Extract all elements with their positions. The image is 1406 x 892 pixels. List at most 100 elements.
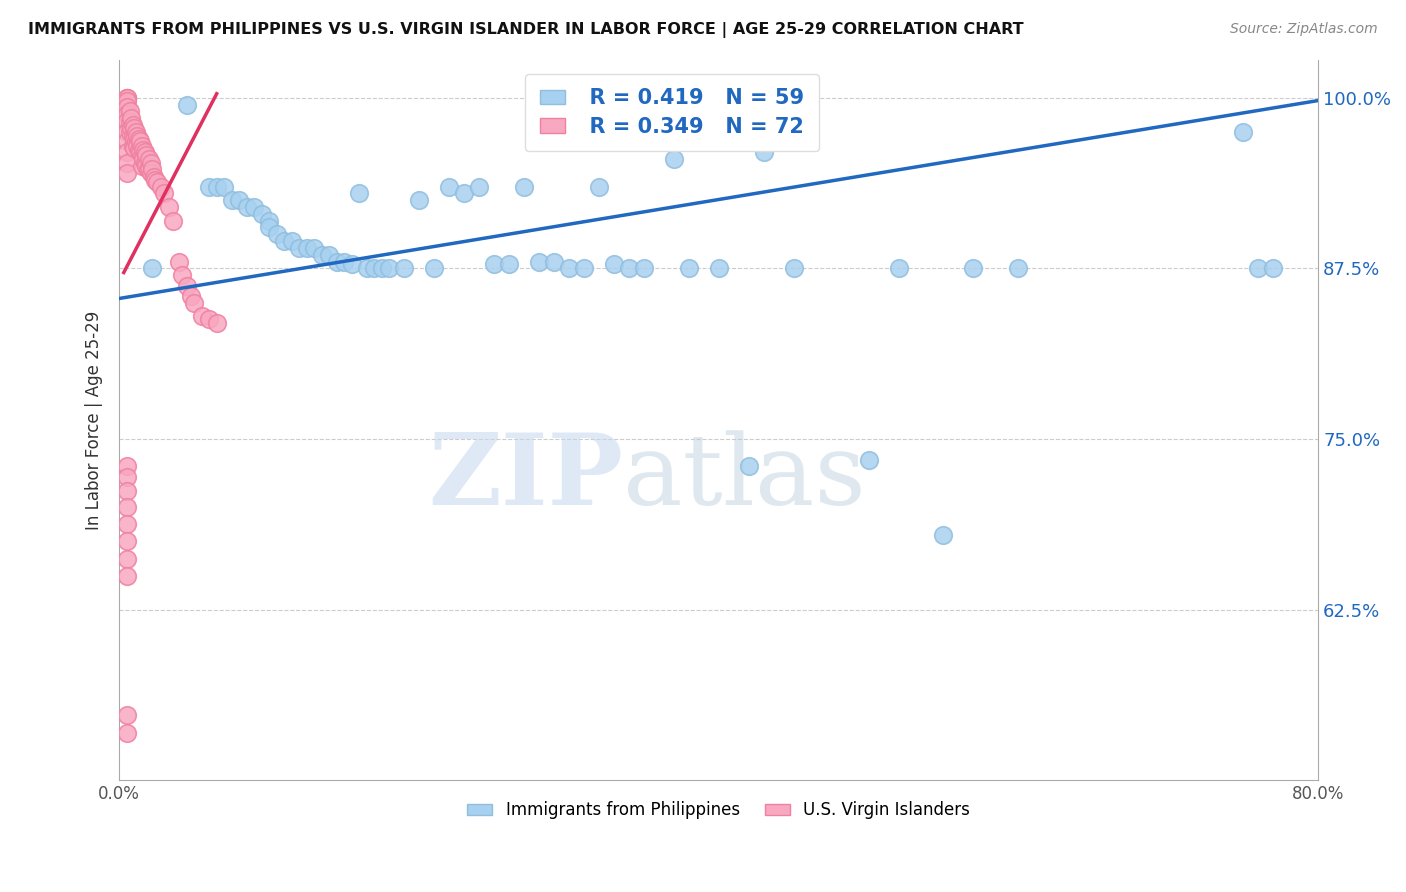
Point xyxy=(153,186,176,201)
Point xyxy=(266,227,288,242)
Point xyxy=(129,145,152,160)
Point xyxy=(887,261,910,276)
Point xyxy=(125,125,148,139)
Point xyxy=(128,132,150,146)
Point xyxy=(633,261,655,276)
Point xyxy=(115,534,138,549)
Point xyxy=(737,459,759,474)
Point xyxy=(136,161,159,176)
Point xyxy=(118,125,141,139)
Point xyxy=(115,145,138,160)
Point xyxy=(205,316,228,330)
Point xyxy=(678,261,700,276)
Point xyxy=(482,257,505,271)
Point xyxy=(180,289,202,303)
Point xyxy=(125,135,148,149)
Point xyxy=(129,135,152,149)
Point xyxy=(311,248,333,262)
Point xyxy=(132,143,155,157)
Point xyxy=(318,248,340,262)
Point xyxy=(498,257,520,271)
Point xyxy=(128,143,150,157)
Point xyxy=(370,261,392,276)
Point xyxy=(221,193,243,207)
Point xyxy=(198,312,221,326)
Point xyxy=(115,459,138,474)
Point xyxy=(120,120,142,135)
Point xyxy=(468,179,491,194)
Point xyxy=(423,261,446,276)
Point xyxy=(115,91,138,105)
Text: atlas: atlas xyxy=(623,430,866,525)
Point xyxy=(437,179,460,194)
Point xyxy=(118,104,141,119)
Point xyxy=(617,261,640,276)
Text: ZIP: ZIP xyxy=(427,429,623,526)
Point xyxy=(543,254,565,268)
Point xyxy=(302,241,325,255)
Point xyxy=(250,207,273,221)
Point xyxy=(172,268,194,283)
Point xyxy=(228,193,250,207)
Point xyxy=(257,213,280,227)
Point xyxy=(962,261,984,276)
Point xyxy=(858,452,880,467)
Point xyxy=(115,94,138,108)
Point xyxy=(363,261,385,276)
Point xyxy=(453,186,475,201)
Point xyxy=(115,568,138,582)
Point xyxy=(527,254,550,268)
Point xyxy=(325,254,347,268)
Point xyxy=(122,132,145,146)
Point xyxy=(131,148,153,162)
Point xyxy=(115,114,138,128)
Legend: Immigrants from Philippines, U.S. Virgin Islanders: Immigrants from Philippines, U.S. Virgin… xyxy=(461,795,977,826)
Point xyxy=(121,138,143,153)
Point xyxy=(120,112,142,126)
Point xyxy=(115,91,138,105)
Point xyxy=(513,179,536,194)
Point xyxy=(347,186,370,201)
Point xyxy=(115,552,138,566)
Text: Source: ZipAtlas.com: Source: ZipAtlas.com xyxy=(1230,22,1378,37)
Point xyxy=(115,707,138,722)
Point xyxy=(707,261,730,276)
Point xyxy=(782,261,804,276)
Point xyxy=(1247,261,1270,276)
Point xyxy=(121,129,143,144)
Point xyxy=(115,156,138,170)
Point xyxy=(157,200,180,214)
Point xyxy=(183,295,205,310)
Point xyxy=(138,153,160,167)
Point xyxy=(212,179,235,194)
Point xyxy=(127,138,149,153)
Point xyxy=(131,159,153,173)
Point xyxy=(205,179,228,194)
Point xyxy=(932,527,955,541)
Point xyxy=(115,125,138,139)
Point xyxy=(603,257,626,271)
Point xyxy=(122,120,145,135)
Point xyxy=(115,107,138,121)
Point xyxy=(115,483,138,498)
Point xyxy=(132,153,155,167)
Point xyxy=(1007,261,1029,276)
Point xyxy=(588,179,610,194)
Point xyxy=(115,516,138,531)
Point xyxy=(1232,125,1254,139)
Point xyxy=(572,261,595,276)
Point xyxy=(167,254,190,268)
Point xyxy=(356,261,378,276)
Point xyxy=(333,254,356,268)
Point xyxy=(141,261,163,276)
Point xyxy=(122,141,145,155)
Point xyxy=(134,145,156,160)
Point xyxy=(121,118,143,132)
Point xyxy=(127,129,149,144)
Point xyxy=(176,97,198,112)
Point xyxy=(288,241,311,255)
Point xyxy=(280,234,302,248)
Point xyxy=(115,135,138,149)
Point xyxy=(118,115,141,129)
Point xyxy=(115,100,138,114)
